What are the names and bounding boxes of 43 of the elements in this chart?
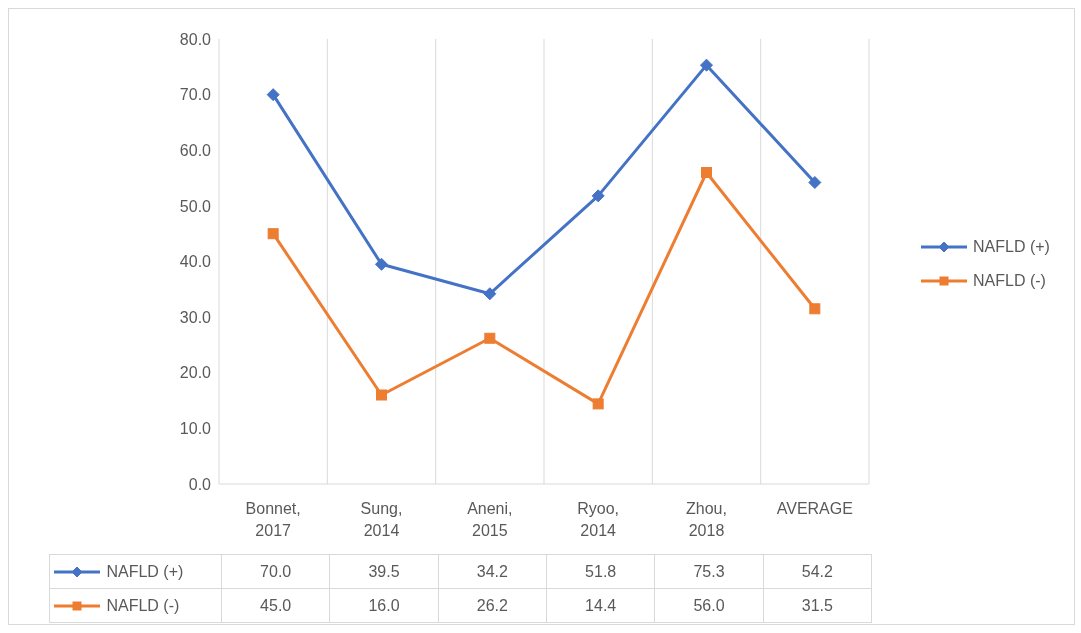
data-label: 16.0 [329, 588, 439, 623]
point [700, 58, 713, 72]
data-label: 39.5 [329, 554, 439, 589]
x-tick-label: Bonnet, 2017 [245, 500, 301, 539]
legend-label: NAFLD (-) [973, 271, 1046, 290]
y-tick-label: 30.0 [179, 308, 212, 326]
point [266, 88, 280, 102]
y-tick-label: 0.0 [188, 475, 212, 493]
y-tick-label: 50.0 [179, 197, 212, 215]
point [592, 398, 604, 410]
data-label: 45.0 [221, 588, 330, 623]
x-tick-label: Aneni, 2015 [467, 500, 513, 539]
data-label: 54.2 [763, 554, 872, 589]
point [483, 287, 497, 301]
y-tick-label: 80.0 [179, 30, 212, 48]
point [701, 167, 712, 178]
x-tick-label: AVERAGE [776, 500, 853, 517]
data-label: 14.4 [546, 588, 655, 623]
point [808, 176, 822, 190]
data-label: 26.2 [438, 588, 547, 623]
point [375, 257, 388, 271]
data-label: 56.0 [654, 588, 764, 623]
x-tick-label: Ryoo, 2014 [577, 500, 620, 539]
legend-label: NAFLD (+) [973, 237, 1050, 256]
data-label: 75.3 [654, 554, 764, 589]
point [591, 189, 605, 203]
data-label: 31.5 [763, 588, 872, 623]
point [267, 228, 279, 240]
point [376, 389, 387, 401]
point [484, 332, 496, 344]
text: NAFLD (-) [106, 596, 180, 614]
y-tick-label: 20.0 [179, 364, 212, 382]
x-tick-label: Zhou, 2018 [686, 500, 727, 539]
y-tick-label: 60.0 [179, 141, 212, 159]
text: NAFLD (+) [106, 562, 184, 580]
data-label: 51.8 [546, 554, 655, 589]
data-label: 34.2 [438, 554, 547, 589]
y-tick-label: 70.0 [179, 86, 212, 104]
point [809, 303, 821, 315]
data-label: 70.0 [221, 554, 330, 589]
x-tick-label: Sung, 2014 [360, 500, 403, 539]
y-tick-label: 40.0 [179, 253, 212, 271]
y-tick-label: 10.0 [179, 420, 212, 438]
